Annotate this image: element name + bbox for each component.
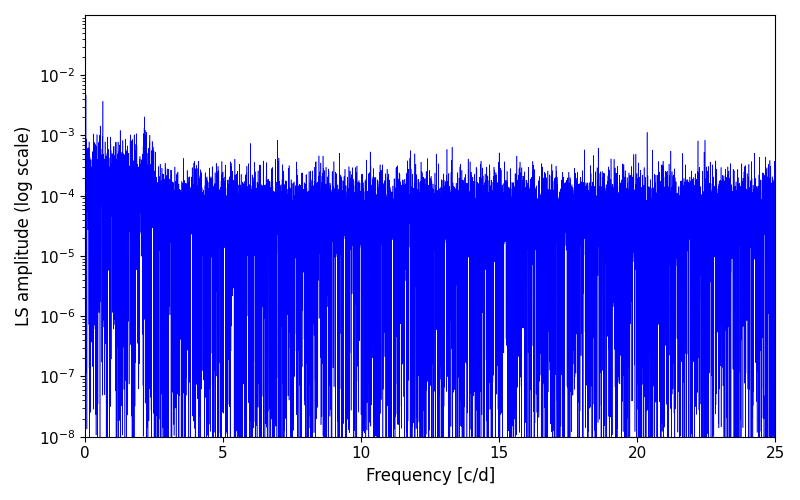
Y-axis label: LS amplitude (log scale): LS amplitude (log scale)	[15, 126, 33, 326]
X-axis label: Frequency [c/d]: Frequency [c/d]	[366, 467, 494, 485]
